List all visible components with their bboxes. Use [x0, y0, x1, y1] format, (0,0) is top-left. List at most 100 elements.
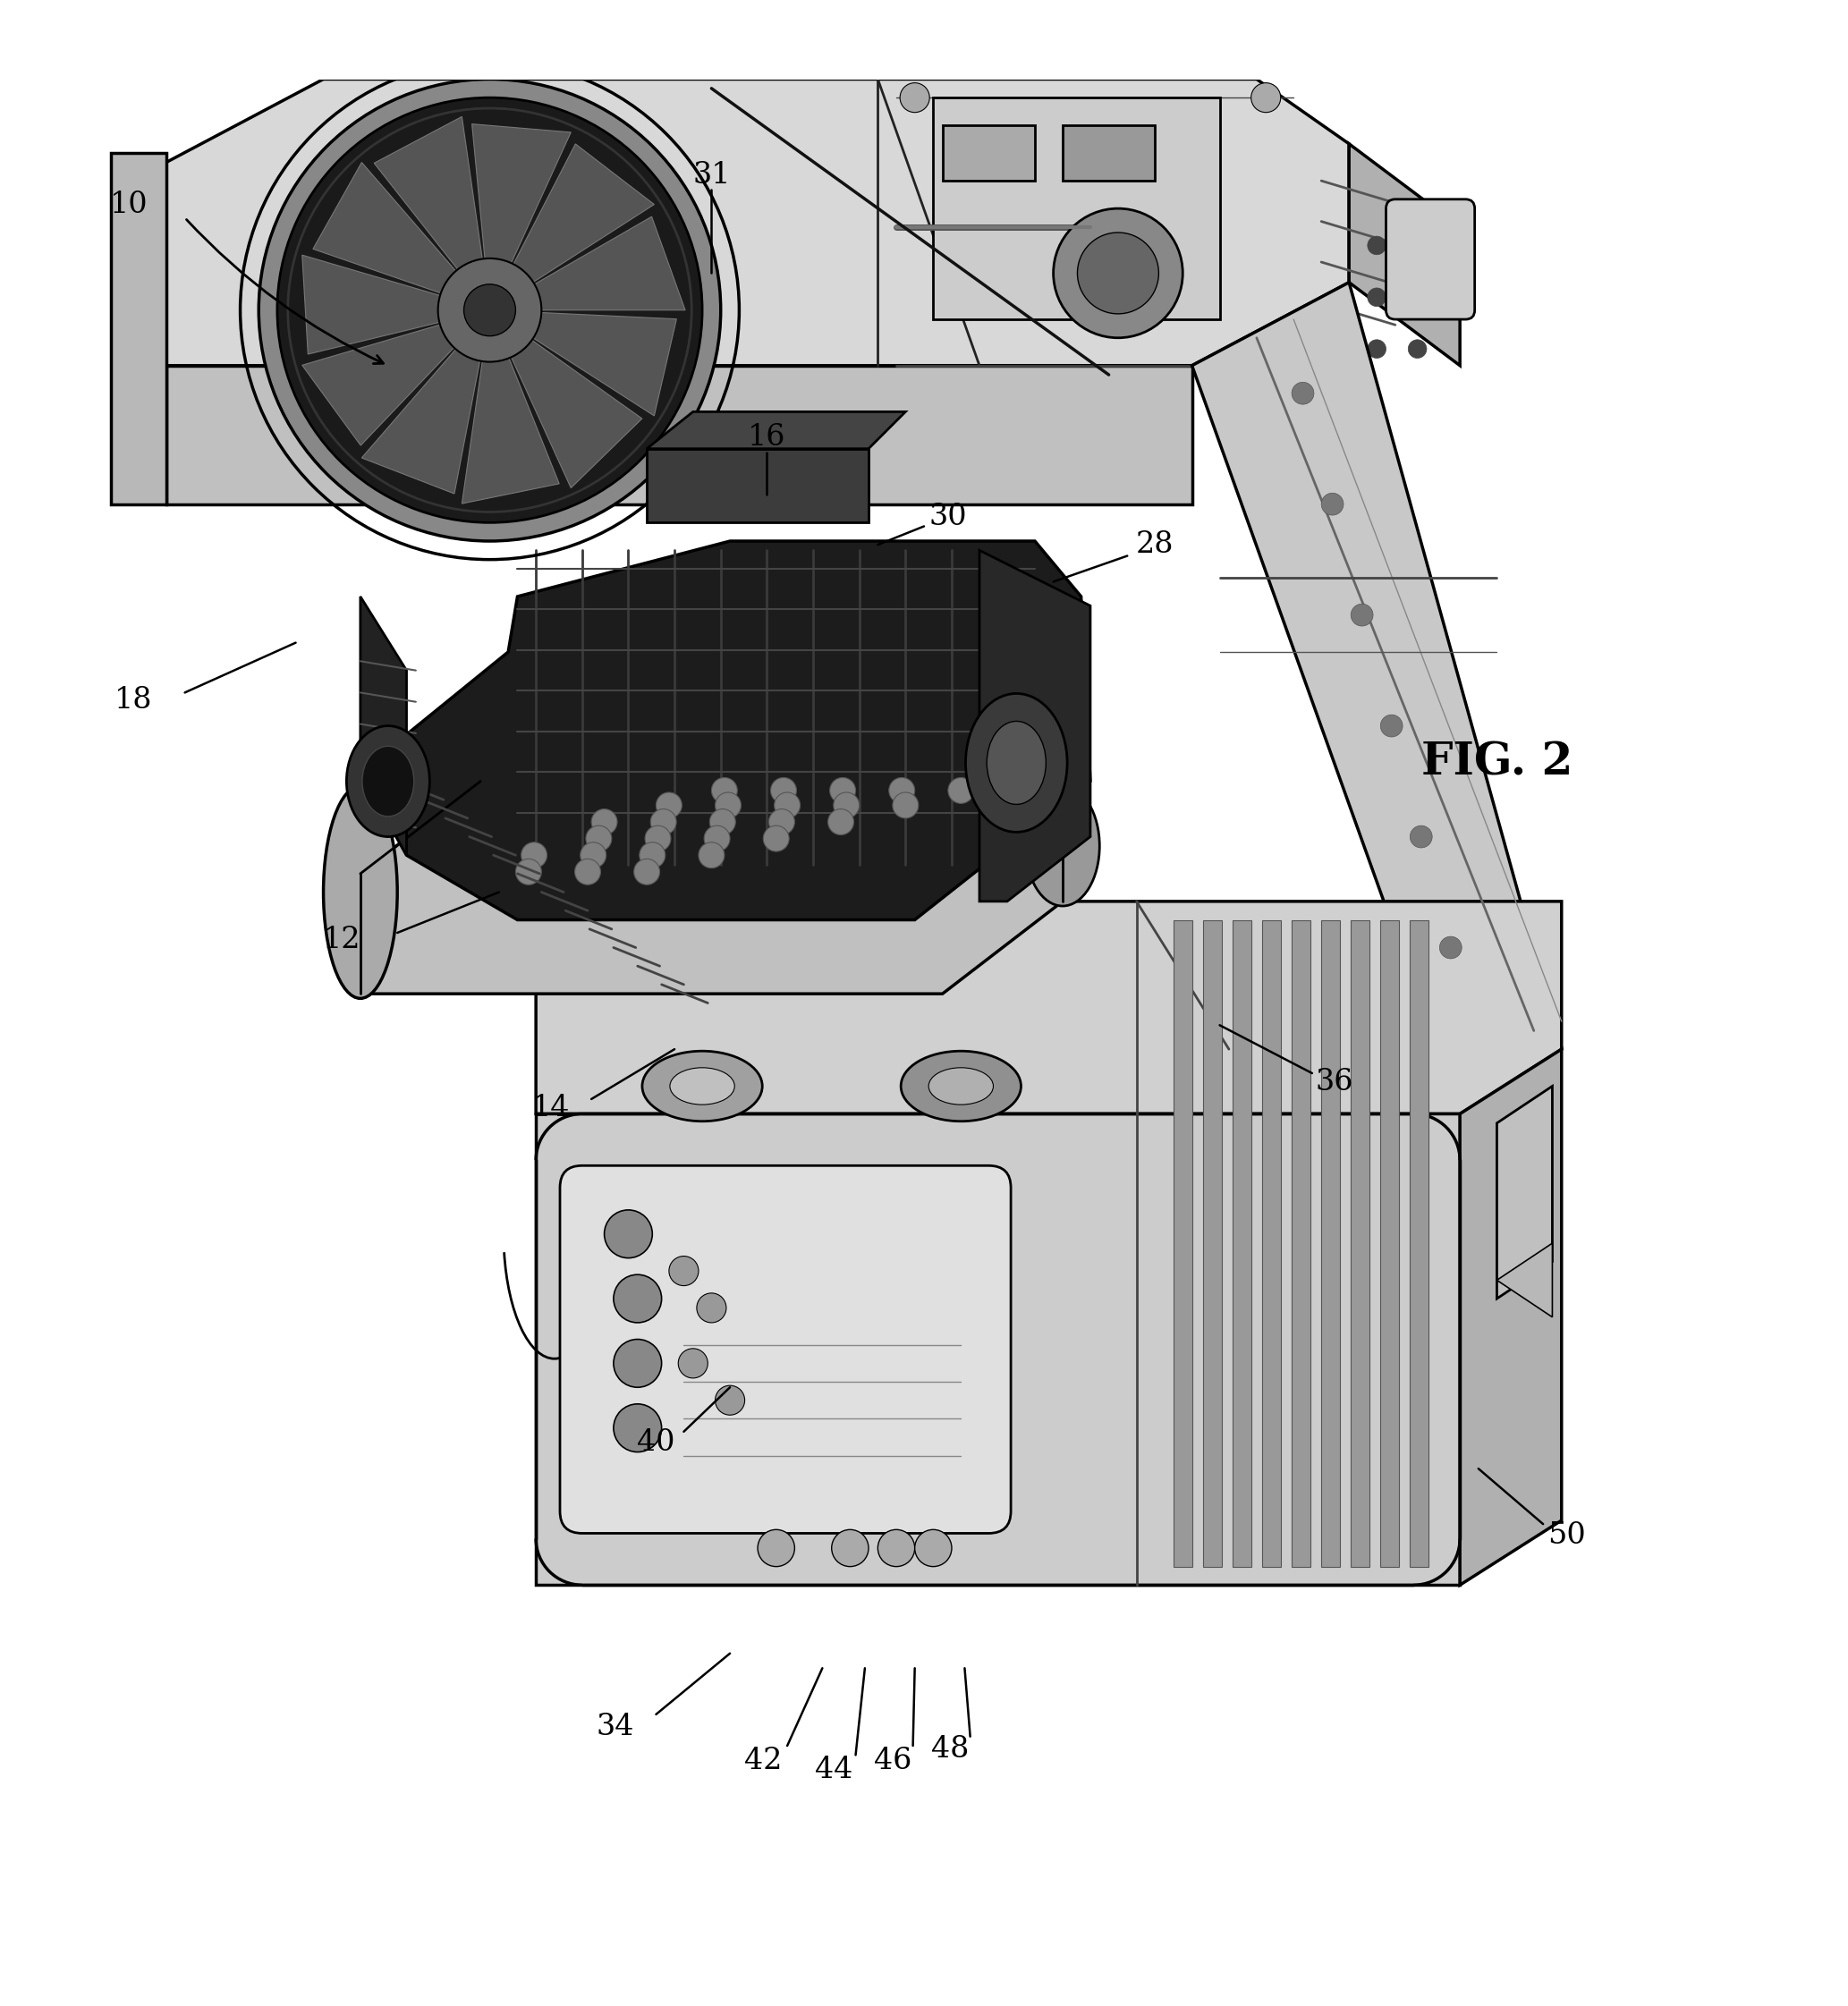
- Polygon shape: [647, 449, 869, 524]
- Circle shape: [614, 1404, 662, 1452]
- Text: 16: 16: [748, 423, 785, 451]
- Circle shape: [580, 843, 606, 869]
- Circle shape: [1292, 383, 1314, 405]
- Polygon shape: [1497, 1244, 1552, 1318]
- Circle shape: [900, 82, 930, 112]
- Circle shape: [758, 1531, 795, 1567]
- Polygon shape: [979, 550, 1090, 901]
- Text: 42: 42: [745, 1747, 782, 1775]
- Circle shape: [575, 859, 601, 885]
- Polygon shape: [111, 152, 166, 504]
- Circle shape: [634, 859, 660, 885]
- Polygon shape: [647, 411, 906, 449]
- Circle shape: [1368, 237, 1386, 255]
- Circle shape: [1351, 604, 1373, 626]
- Polygon shape: [301, 317, 466, 445]
- Polygon shape: [1321, 921, 1340, 1567]
- Text: 12: 12: [323, 927, 360, 955]
- Text: 36: 36: [1316, 1067, 1353, 1097]
- Circle shape: [915, 1531, 952, 1567]
- Circle shape: [669, 1256, 699, 1286]
- Circle shape: [1410, 826, 1432, 849]
- Circle shape: [614, 1274, 662, 1322]
- FancyBboxPatch shape: [560, 1165, 1011, 1533]
- Circle shape: [1408, 237, 1427, 255]
- Ellipse shape: [967, 694, 1068, 832]
- Polygon shape: [360, 596, 407, 855]
- Polygon shape: [1173, 921, 1192, 1567]
- Text: 34: 34: [597, 1713, 634, 1741]
- Circle shape: [656, 792, 682, 818]
- Polygon shape: [516, 217, 686, 311]
- Circle shape: [715, 1386, 745, 1414]
- Circle shape: [516, 859, 541, 885]
- Text: 18: 18: [115, 686, 152, 714]
- Text: 28: 28: [1137, 530, 1173, 560]
- Polygon shape: [506, 144, 654, 297]
- Circle shape: [830, 778, 856, 804]
- Circle shape: [710, 808, 736, 834]
- Polygon shape: [166, 78, 1349, 365]
- Polygon shape: [1292, 921, 1310, 1567]
- Polygon shape: [1460, 1049, 1562, 1585]
- Circle shape: [715, 792, 741, 818]
- Circle shape: [774, 792, 800, 818]
- Circle shape: [833, 792, 859, 818]
- Circle shape: [586, 826, 612, 851]
- Circle shape: [259, 78, 721, 542]
- Polygon shape: [1233, 921, 1251, 1567]
- Circle shape: [763, 826, 789, 851]
- Polygon shape: [166, 365, 1192, 504]
- Circle shape: [1321, 493, 1343, 516]
- Circle shape: [1251, 82, 1281, 112]
- Polygon shape: [1203, 921, 1222, 1567]
- Text: 40: 40: [638, 1428, 675, 1456]
- Ellipse shape: [987, 722, 1046, 804]
- Circle shape: [678, 1348, 708, 1378]
- Polygon shape: [1410, 921, 1429, 1567]
- Polygon shape: [1063, 124, 1155, 181]
- Circle shape: [711, 778, 737, 804]
- Circle shape: [771, 778, 796, 804]
- Circle shape: [614, 1340, 662, 1388]
- Polygon shape: [301, 255, 466, 355]
- Polygon shape: [360, 542, 1090, 921]
- Text: 31: 31: [693, 160, 730, 189]
- Circle shape: [604, 1210, 652, 1258]
- Circle shape: [1440, 937, 1462, 959]
- Polygon shape: [1497, 1085, 1552, 1298]
- Ellipse shape: [643, 1051, 763, 1121]
- Polygon shape: [471, 124, 571, 287]
- Polygon shape: [1262, 921, 1281, 1567]
- Ellipse shape: [902, 1051, 1022, 1121]
- Circle shape: [1368, 289, 1386, 307]
- Circle shape: [769, 808, 795, 834]
- Circle shape: [893, 792, 918, 818]
- Polygon shape: [942, 124, 1035, 181]
- Polygon shape: [360, 780, 1063, 993]
- Polygon shape: [362, 329, 482, 493]
- Circle shape: [699, 843, 724, 869]
- Polygon shape: [373, 116, 486, 285]
- Polygon shape: [501, 333, 641, 487]
- Text: 44: 44: [815, 1755, 852, 1783]
- FancyBboxPatch shape: [1386, 199, 1475, 319]
- Ellipse shape: [928, 1067, 994, 1105]
- Circle shape: [948, 778, 974, 804]
- Ellipse shape: [362, 746, 414, 816]
- Text: 30: 30: [930, 504, 967, 532]
- Circle shape: [650, 808, 676, 834]
- Text: 46: 46: [874, 1747, 911, 1775]
- Circle shape: [521, 843, 547, 869]
- Circle shape: [697, 1294, 726, 1322]
- Text: 10: 10: [111, 191, 148, 219]
- Text: FIG. 2: FIG. 2: [1421, 740, 1573, 784]
- Circle shape: [277, 98, 702, 524]
- Text: 50: 50: [1549, 1521, 1586, 1549]
- Circle shape: [1408, 289, 1427, 307]
- Ellipse shape: [671, 1067, 736, 1105]
- Circle shape: [704, 826, 730, 851]
- Circle shape: [1408, 339, 1427, 359]
- Polygon shape: [536, 901, 1562, 1113]
- Circle shape: [645, 826, 671, 851]
